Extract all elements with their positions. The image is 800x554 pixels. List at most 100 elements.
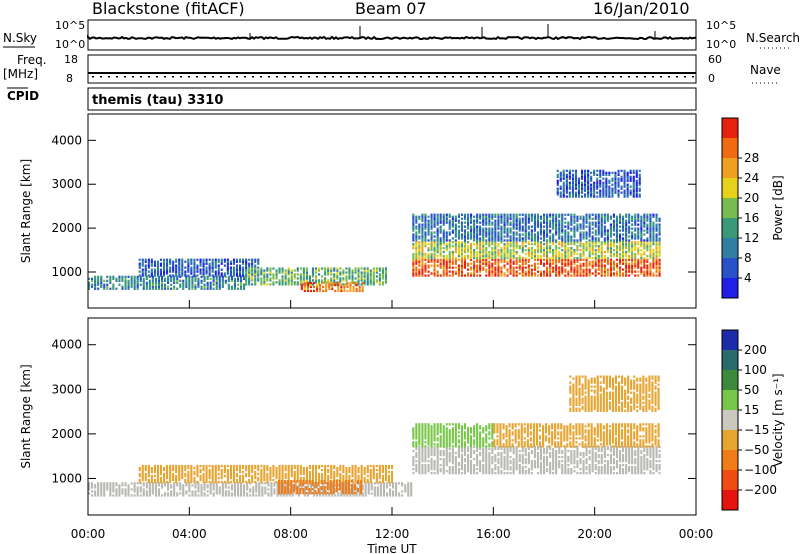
data-cell: [638, 193, 641, 196]
data-cell: [564, 247, 567, 250]
data-cell: [269, 271, 272, 274]
data-cell: [549, 219, 552, 222]
data-cell: [574, 191, 577, 194]
data-cell: [242, 266, 245, 269]
data-cell: [509, 221, 512, 224]
data-cell: [154, 492, 157, 495]
data-cell: [635, 169, 638, 172]
data-cell: [430, 239, 433, 242]
data-cell: [597, 250, 600, 254]
data-cell: [652, 272, 655, 275]
data-cell: [476, 247, 479, 250]
data-cell: [342, 464, 345, 468]
nave-tick-bottom: 0: [708, 72, 715, 85]
data-cell: [588, 227, 591, 230]
nave-dot: [300, 76, 302, 78]
data-cell: [169, 466, 172, 470]
data-cell: [467, 213, 470, 216]
data-cell: [643, 270, 646, 273]
data-cell: [634, 235, 637, 238]
data-cell: [242, 474, 245, 478]
data-cell: [640, 217, 643, 220]
data-cell: [467, 272, 470, 275]
data-cell: [366, 468, 369, 472]
data-cell: [515, 245, 518, 248]
data-cell: [631, 258, 634, 261]
data-cell: [230, 484, 233, 487]
nave-dot: [396, 76, 398, 78]
data-cell: [552, 243, 555, 246]
data-cell: [463, 254, 466, 258]
data-cell: [284, 488, 287, 491]
data-cell: [600, 272, 603, 275]
data-cell: [430, 217, 433, 220]
data-cell: [290, 492, 293, 495]
data-cell: [546, 241, 549, 244]
data-cell: [214, 476, 217, 480]
data-cell: [181, 262, 184, 265]
data-cell: [561, 243, 564, 246]
data-cell: [328, 494, 331, 497]
data-cell: [202, 480, 205, 484]
data-cell: [539, 254, 542, 258]
data-cell: [421, 229, 424, 232]
data-cell: [172, 266, 175, 269]
data-cell: [623, 173, 626, 176]
data-cell: [485, 268, 488, 271]
data-cell: [479, 229, 482, 232]
data-cell: [118, 275, 121, 278]
data-cell: [585, 270, 588, 273]
data-cell: [424, 227, 427, 230]
data-cell: [260, 468, 263, 472]
data-cell: [576, 225, 579, 228]
data-cell: [248, 466, 251, 470]
data-cell: [242, 262, 245, 265]
data-cell: [379, 482, 382, 485]
data-cell: [181, 264, 184, 267]
data-cell: [410, 494, 413, 497]
data-cell: [615, 270, 618, 273]
data-cell: [334, 490, 337, 493]
data-cell: [281, 492, 284, 495]
data-cell: [614, 171, 617, 174]
data-cell: [467, 247, 470, 250]
data-cell: [193, 264, 196, 267]
data-cell: [333, 476, 336, 480]
data-cell: [649, 221, 652, 224]
data-cell: [619, 243, 622, 246]
data-cell: [442, 272, 445, 275]
data-cell: [640, 260, 643, 263]
data-cell: [203, 285, 206, 288]
data-cell: [640, 262, 643, 265]
data-cell: [620, 179, 623, 182]
data-cell: [302, 484, 305, 487]
data-cell: [646, 229, 649, 232]
data-cell: [260, 474, 263, 478]
data-cell: [442, 219, 445, 222]
data-cell: [106, 488, 109, 491]
data-cell: [251, 273, 254, 276]
data-cell: [559, 179, 562, 182]
data-cell: [263, 466, 266, 470]
data-cell: [631, 231, 634, 234]
data-cell: [145, 482, 148, 485]
data-cell: [240, 488, 243, 491]
data-cell: [424, 213, 427, 216]
data-cell: [558, 237, 561, 240]
data-cell: [658, 249, 661, 252]
data-cell: [185, 484, 188, 487]
data-cell: [351, 271, 354, 274]
data-cell: [631, 247, 634, 250]
data-cell: [176, 279, 179, 282]
data-cell: [460, 235, 463, 238]
data-cell: [173, 492, 176, 495]
data-cell: [579, 256, 582, 260]
data-cell: [567, 247, 570, 250]
data-cell: [536, 233, 539, 236]
data-cell: [590, 175, 593, 178]
data-cell: [115, 287, 118, 290]
data-cell: [354, 480, 357, 484]
data-cell: [652, 231, 655, 234]
data-cell: [533, 266, 536, 269]
data-cell: [463, 233, 466, 236]
